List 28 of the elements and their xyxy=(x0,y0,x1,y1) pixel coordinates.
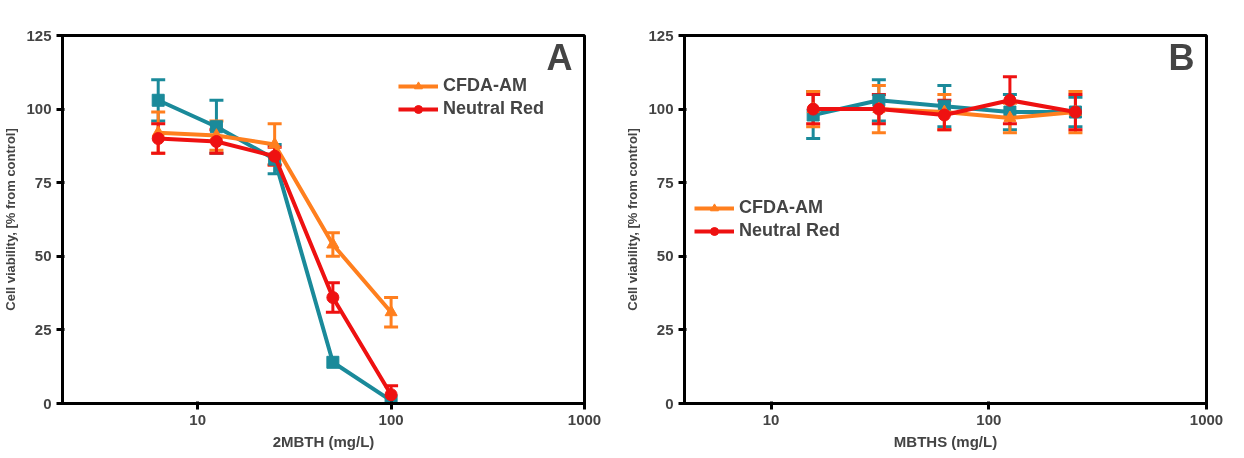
y-axis-title: Cell viability, [% from control] xyxy=(625,128,641,311)
y-tick-label: 50 xyxy=(34,247,52,265)
y-tick-label: 75 xyxy=(34,173,52,191)
legend-label: CFDA-AM xyxy=(442,75,527,96)
x-tick-label: 1000 xyxy=(567,410,602,428)
y-tick-label: 75 xyxy=(656,173,674,191)
x-tick-label: 100 xyxy=(378,410,404,428)
x-tick-label: 10 xyxy=(189,410,207,428)
legend-label: Neutral Red xyxy=(739,220,841,241)
y-tick-label: 125 xyxy=(648,26,674,44)
x-tick-label: 10 xyxy=(762,410,780,428)
y-tick-label: 25 xyxy=(34,320,52,338)
x-axis-title: 2MBTH (mg/L) xyxy=(272,432,375,450)
y-tick-label: 0 xyxy=(665,394,674,412)
annotation: B xyxy=(1168,36,1195,78)
legend-label: Neutral Red xyxy=(442,98,544,119)
annotation: A xyxy=(546,36,573,78)
y-axis-title: Cell viability, [% from control] xyxy=(3,128,19,311)
y-tick-label: 50 xyxy=(656,247,674,265)
y-tick-label: 125 xyxy=(26,26,52,44)
x-tick-label: 1000 xyxy=(1189,410,1224,428)
y-tick-label: 0 xyxy=(43,394,52,412)
x-tick-label: 100 xyxy=(976,410,1002,428)
y-tick-label: 25 xyxy=(656,320,674,338)
y-tick-label: 100 xyxy=(26,100,52,118)
y-tick-label: 100 xyxy=(648,100,674,118)
legend-label: CFDA-AM xyxy=(739,197,823,218)
x-axis-title: MBTHS (mg/L) xyxy=(893,432,998,450)
